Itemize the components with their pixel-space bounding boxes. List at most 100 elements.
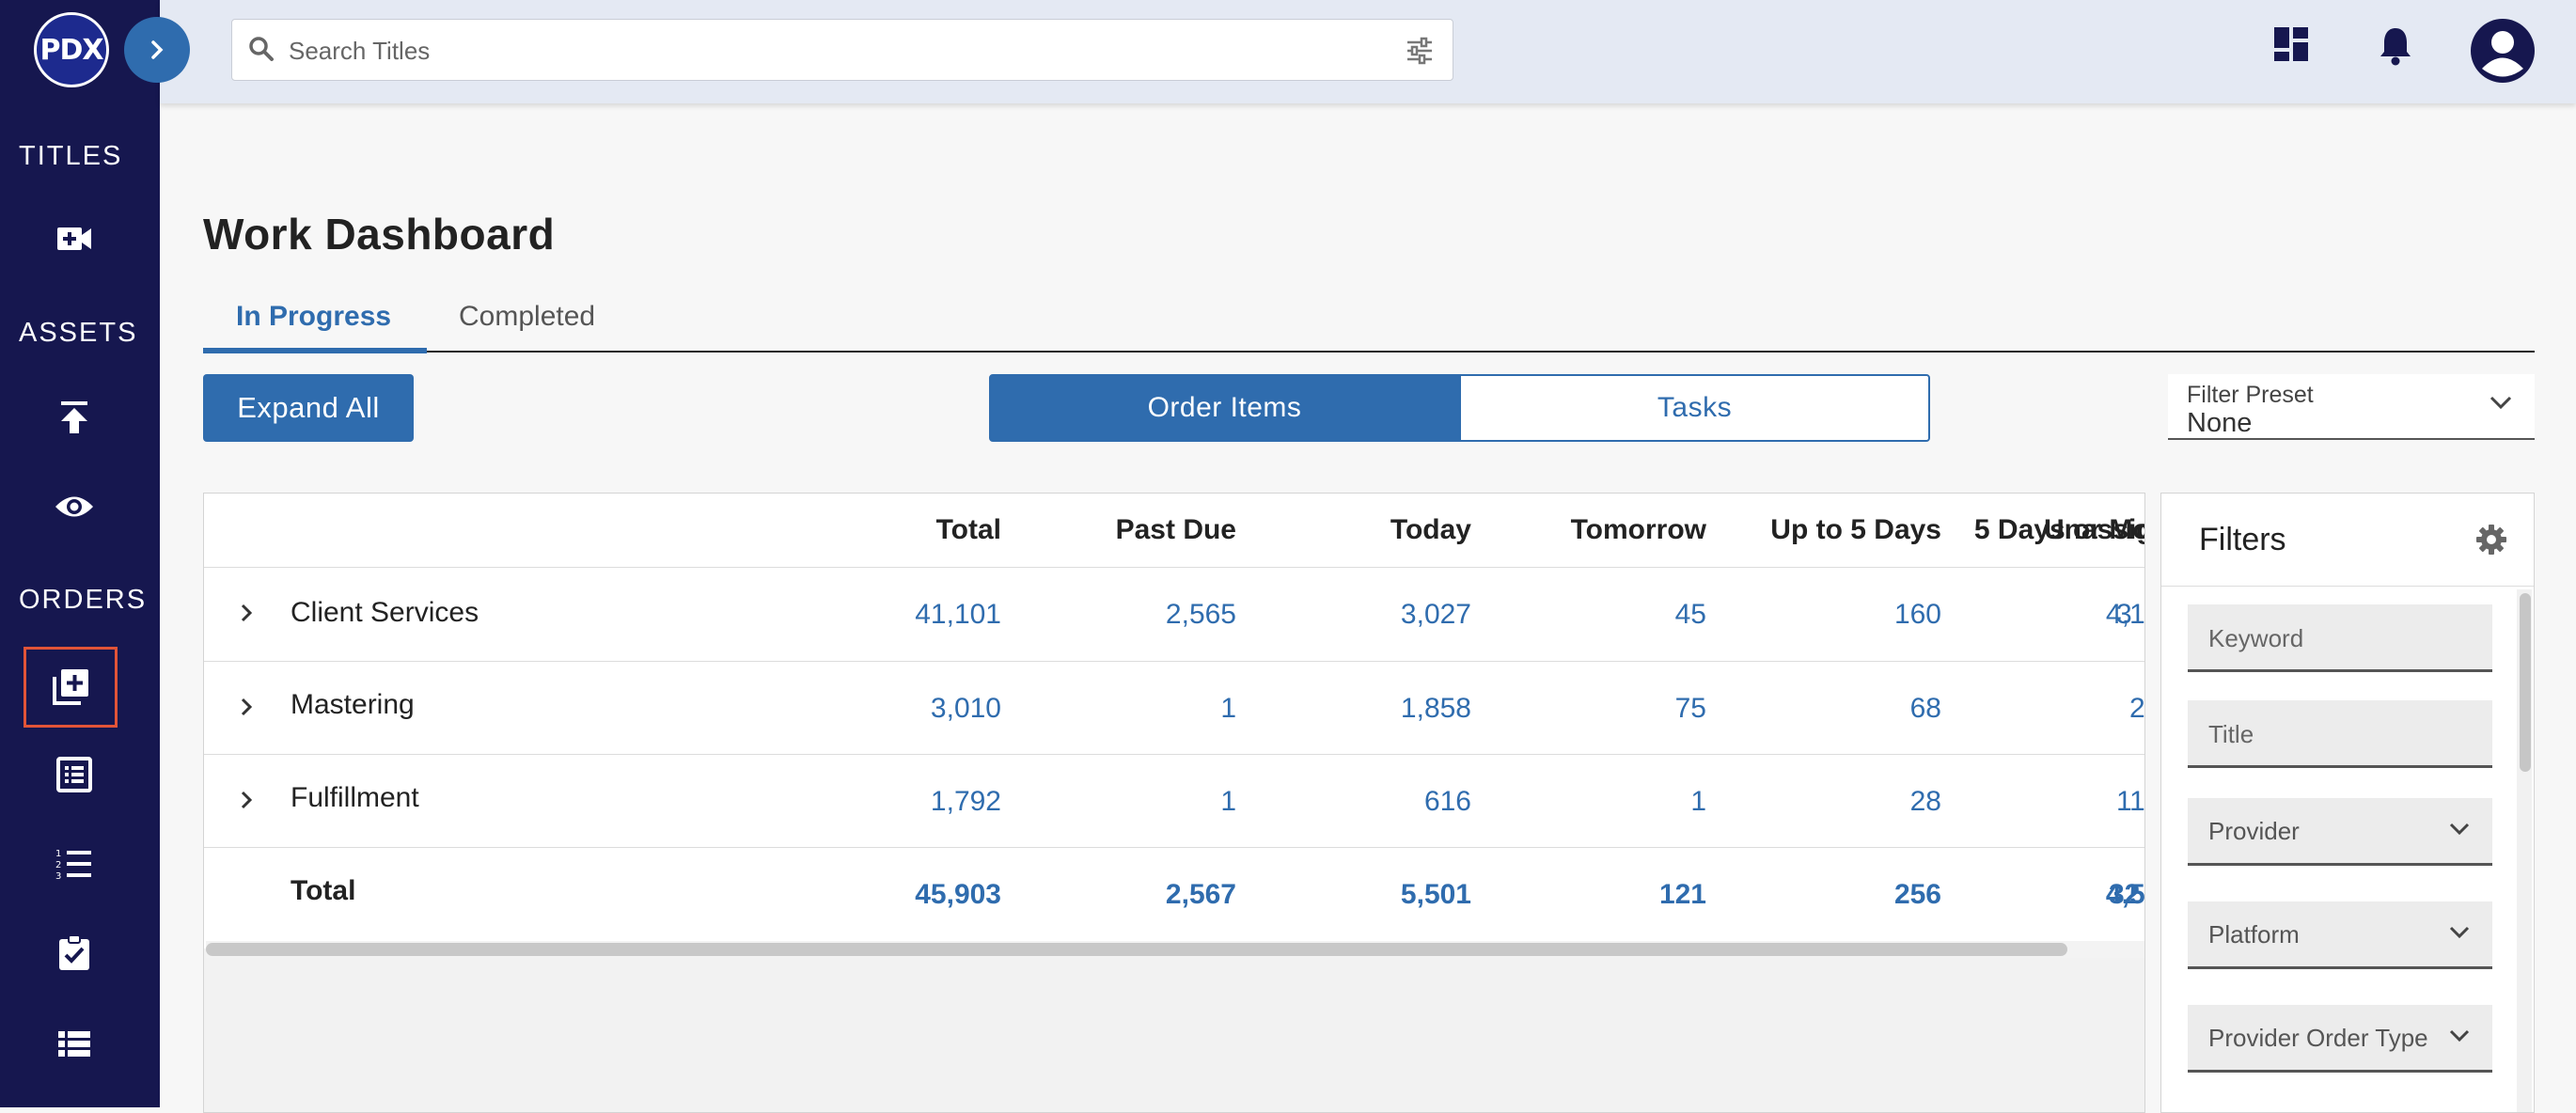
total-unassigned[interactable]: 32 [2109, 879, 2141, 910]
column-header-up-to-5-days[interactable]: Up to 5 Days [1770, 514, 1941, 545]
eye-icon[interactable] [52, 484, 97, 529]
upload-icon[interactable] [52, 395, 97, 440]
cell-5-days-or-more[interactable]: 122 [2128, 786, 2145, 817]
horizontal-scrollbar-thumb[interactable] [206, 943, 2067, 956]
logo-text: PDX [39, 33, 103, 67]
bell-icon[interactable] [2377, 24, 2414, 71]
column-header-tomorrow[interactable]: Tomorrow [1570, 514, 1706, 545]
cell-up-to-5-days[interactable]: 68 [1909, 693, 1941, 724]
filters-title: Filters [2199, 522, 2286, 557]
tab-completed[interactable]: Completed [459, 301, 596, 332]
chevron-down-icon [2449, 926, 2470, 939]
provider-order-type-label: Provider Order Type [2208, 1024, 2428, 1052]
cell-tomorrow[interactable]: 1 [1690, 786, 1706, 817]
video-plus-icon[interactable] [52, 216, 97, 261]
chevron-down-icon [2490, 396, 2512, 410]
chevron-down-icon [2449, 823, 2470, 836]
cell-today[interactable]: 1,858 [1400, 693, 1471, 724]
row-label: Mastering [291, 689, 415, 720]
gear-icon[interactable] [2475, 524, 2507, 556]
svg-text:1: 1 [55, 849, 61, 859]
provider-order-type-select[interactable]: Provider Order Type [2188, 1005, 2492, 1073]
cell-today[interactable]: 616 [1423, 786, 1471, 817]
filter-preset-select[interactable]: Filter Preset None [2168, 374, 2535, 440]
chevron-right-icon[interactable] [238, 695, 255, 719]
account-icon[interactable] [2469, 17, 2537, 89]
provider-select[interactable]: Provider [2188, 798, 2492, 866]
cell-unassigned[interactable]: 1 [2116, 786, 2132, 817]
chevron-down-icon [2449, 1029, 2470, 1042]
cell-past-due[interactable]: 1 [1220, 693, 1236, 724]
column-header-total[interactable]: Total [935, 514, 1001, 545]
cell-total[interactable]: 41,101 [915, 599, 1001, 630]
library-add-icon[interactable] [24, 647, 118, 728]
row-divider [204, 754, 2144, 755]
search-icon [249, 37, 274, 61]
chevron-right-icon[interactable] [238, 601, 255, 625]
cell-up-to-5-days[interactable]: 160 [1893, 599, 1941, 630]
view-list-icon[interactable] [52, 1021, 97, 1066]
total-today[interactable]: 5,501 [1400, 879, 1471, 910]
filter-preset-value: None [2187, 408, 2253, 438]
total-row-label: Total [291, 875, 356, 906]
tab-in-progress[interactable]: In Progress [236, 301, 392, 332]
pdx-logo[interactable]: PDX [34, 12, 109, 87]
chevron-right-icon[interactable] [238, 788, 255, 812]
total-tomorrow[interactable]: 121 [1658, 879, 1706, 910]
cell-total[interactable]: 3,010 [930, 693, 1001, 724]
title-input[interactable] [2207, 710, 2483, 759]
total-5-days-or-more[interactable]: 4,550 [2105, 879, 2145, 910]
filters-divider [2161, 586, 2534, 587]
cell-total[interactable]: 1,792 [930, 786, 1001, 817]
cell-5-days-or-more[interactable]: 254 [2128, 693, 2145, 724]
cell-5-days-or-more[interactable]: 4,174 [2105, 599, 2145, 630]
cell-unassigned[interactable]: 3 [2116, 599, 2132, 630]
cell-tomorrow[interactable]: 45 [1674, 599, 1706, 630]
column-header-past-due[interactable]: Past Due [1115, 514, 1236, 545]
assignment-check-icon[interactable] [52, 931, 97, 976]
expand-all-button[interactable]: Expand All [203, 374, 414, 442]
cell-today[interactable]: 3,027 [1400, 599, 1471, 630]
title-field [2188, 700, 2492, 768]
filter-preset-label: Filter Preset [2187, 382, 2314, 408]
sidebar-heading-orders: ORDERS [19, 585, 148, 615]
sidebar-expand-button[interactable] [124, 17, 190, 83]
total-total[interactable]: 45,903 [915, 879, 1001, 910]
column-header-5-days-or-more[interactable]: 5 Days or More [1973, 514, 2144, 545]
filters-panel: Filters Provider Platform Provider Order… [2160, 493, 2535, 1113]
search-box [231, 19, 1453, 81]
provider-label: Provider [2208, 817, 2300, 845]
top-bar [160, 0, 2576, 103]
column-header-today[interactable]: Today [1390, 514, 1471, 545]
tune-icon[interactable] [1406, 37, 1434, 65]
work-summary-table: Total Past Due Today Tomorrow Up to 5 Da… [203, 493, 2145, 1113]
cell-tomorrow[interactable]: 75 [1674, 693, 1706, 724]
dashboard-icon[interactable] [2271, 24, 2311, 69]
svg-text:3: 3 [55, 871, 61, 881]
filters-scrollbar-thumb[interactable] [2520, 593, 2531, 772]
row-divider [204, 847, 2144, 848]
tabs-divider [203, 351, 2535, 353]
row-divider [204, 661, 2144, 662]
cell-past-due[interactable]: 2,565 [1165, 599, 1236, 630]
order-items-toggle[interactable]: Order Items [989, 374, 1460, 442]
list-alt-icon[interactable] [52, 752, 97, 797]
total-up-to-5-days[interactable]: 256 [1893, 879, 1941, 910]
chevron-right-icon [151, 40, 164, 59]
row-label: Client Services [291, 597, 479, 628]
row-divider [204, 567, 2144, 568]
tasks-toggle[interactable]: Tasks [1459, 374, 1930, 442]
keyword-field [2188, 604, 2492, 672]
search-input[interactable] [287, 29, 1381, 72]
column-header-unassigned[interactable]: Unassig [2044, 514, 2145, 545]
cell-up-to-5-days[interactable]: 28 [1909, 786, 1941, 817]
sidebar-heading-titles: TITLES [19, 141, 123, 171]
platform-label: Platform [2208, 920, 2300, 948]
total-past-due[interactable]: 2,567 [1165, 879, 1236, 910]
cell-past-due[interactable]: 1 [1220, 786, 1236, 817]
keyword-input[interactable] [2207, 614, 2483, 663]
table-body: Total Past Due Today Tomorrow Up to 5 Da… [204, 494, 2145, 948]
platform-select[interactable]: Platform [2188, 901, 2492, 969]
